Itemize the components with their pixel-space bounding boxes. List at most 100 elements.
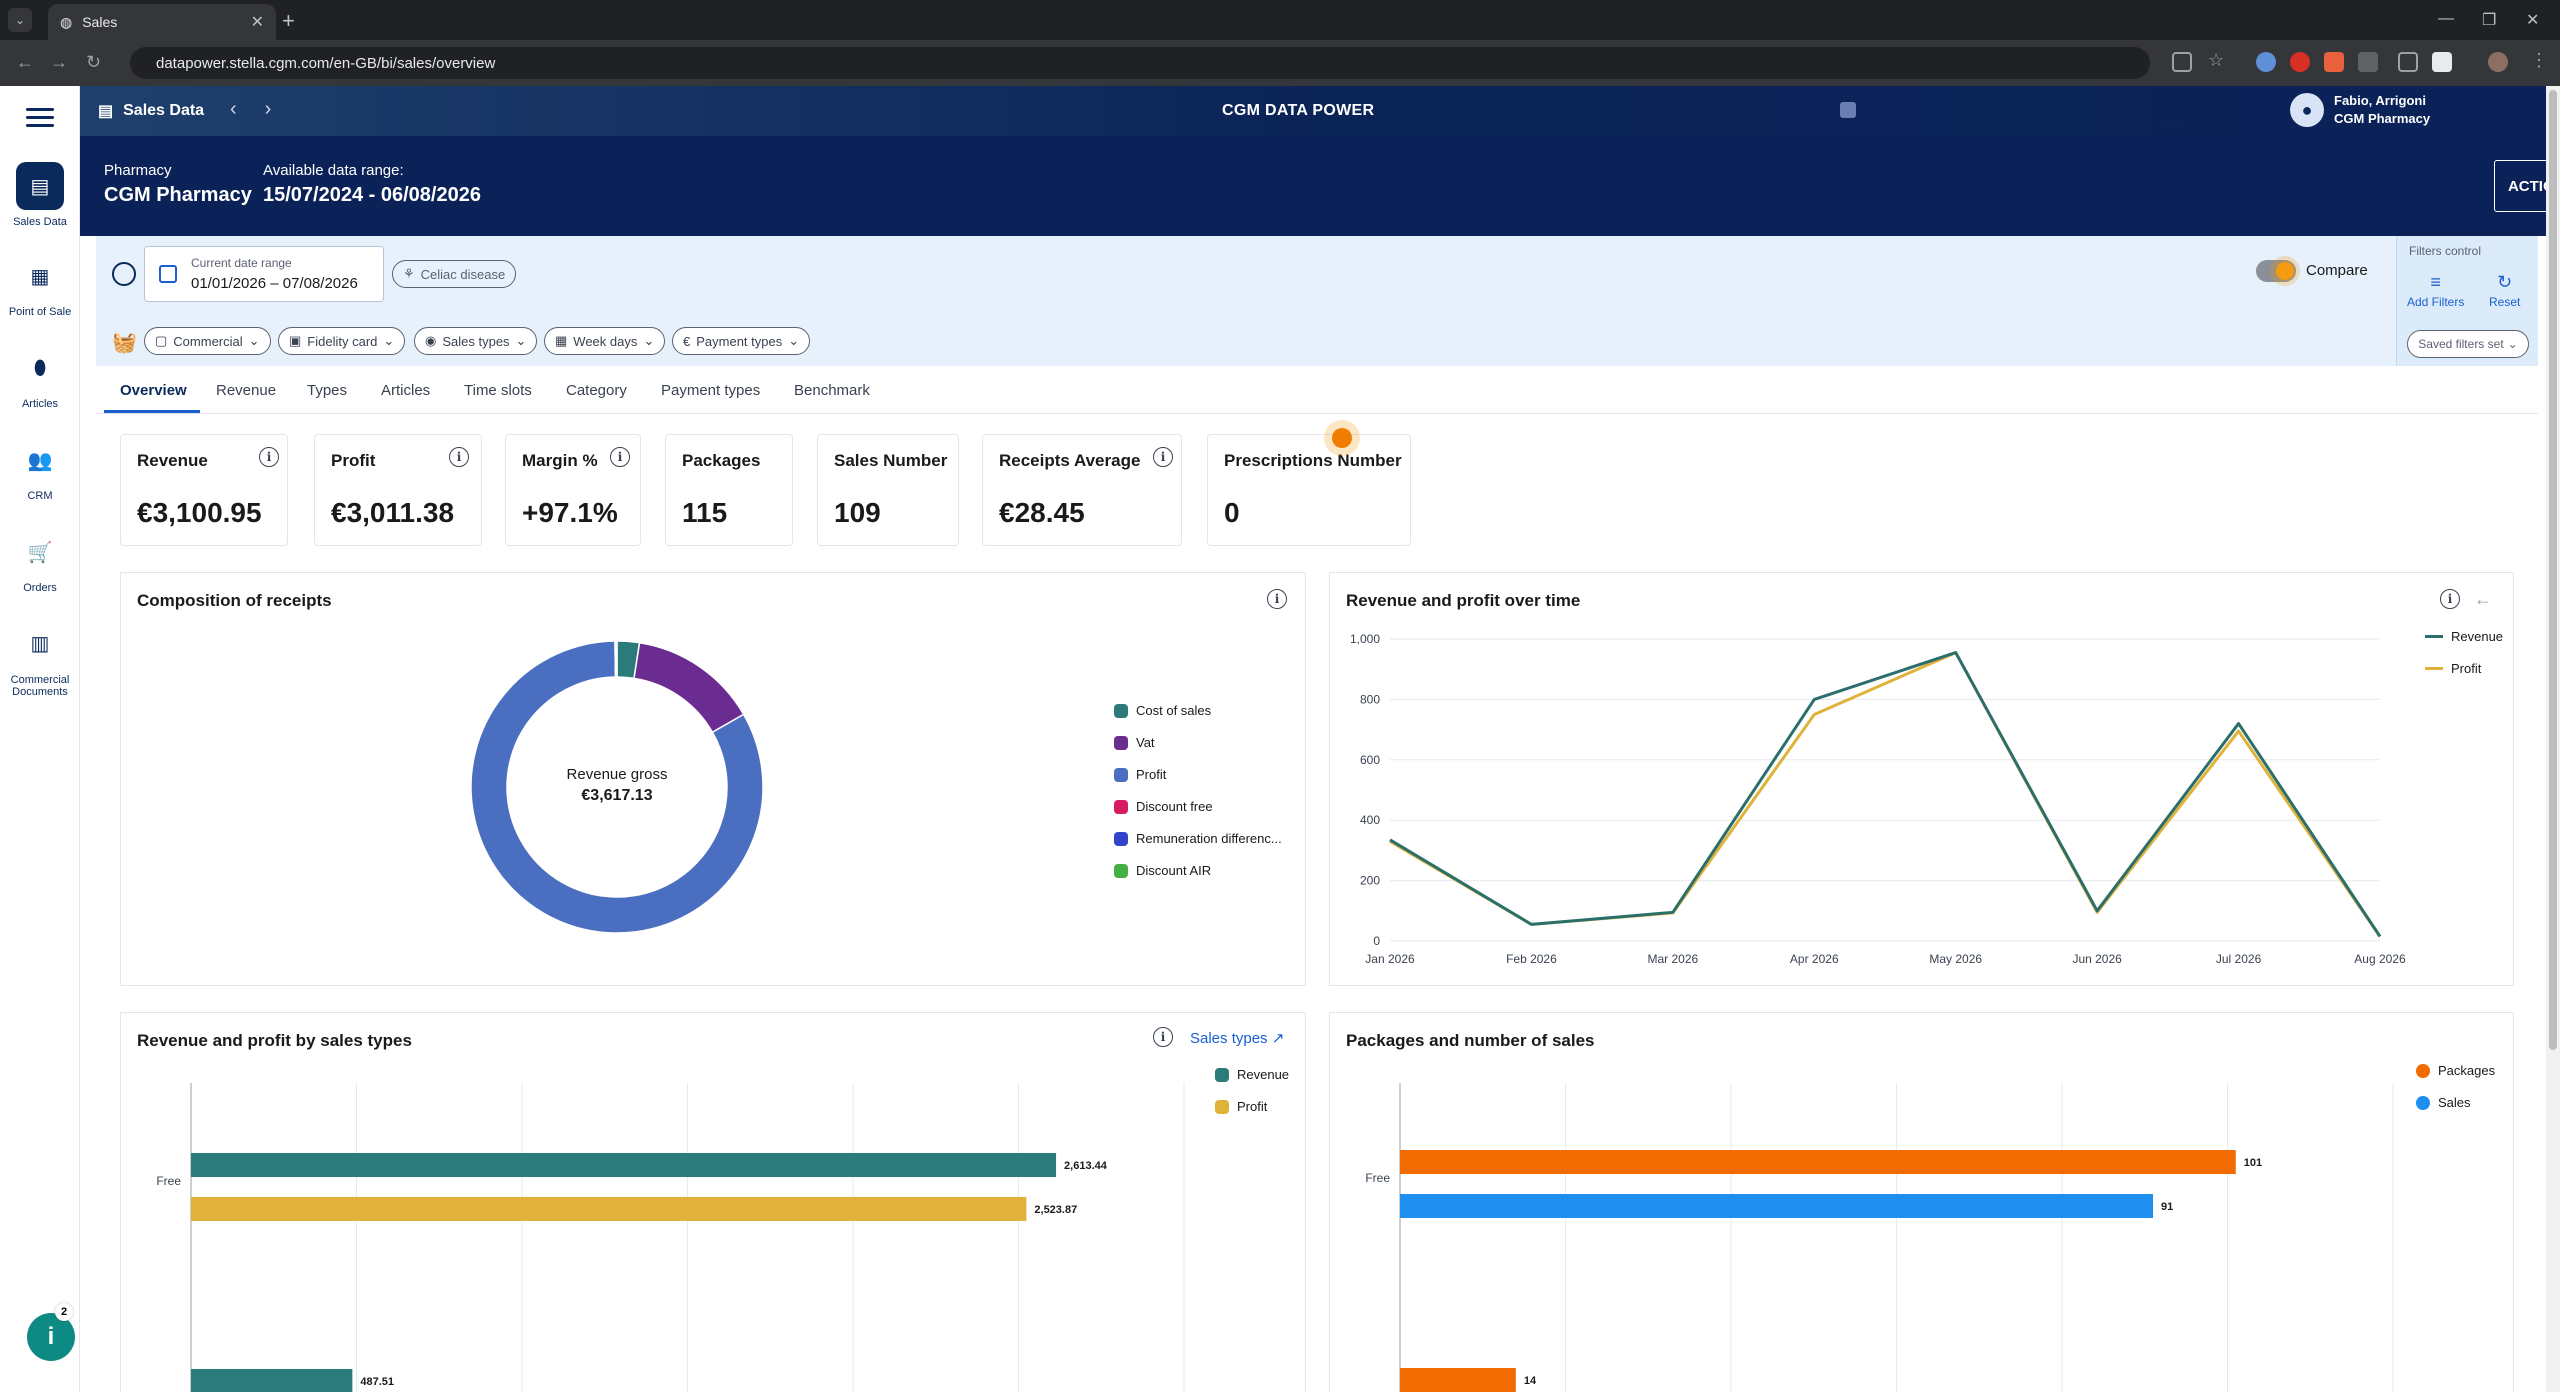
legend-item[interactable]: Remuneration differenc... bbox=[1114, 831, 1282, 846]
sales-types-filter-chip[interactable]: ◉ Sales types ⌄ bbox=[414, 327, 538, 355]
restore-icon[interactable]: ❐ bbox=[2482, 12, 2497, 29]
onboarding-hotspot[interactable] bbox=[1332, 428, 1352, 448]
kpi-label: Sales Number bbox=[834, 451, 948, 470]
bar-packages[interactable] bbox=[1400, 1150, 2236, 1174]
star-icon[interactable]: ☆ bbox=[2208, 50, 2225, 70]
info-square-icon[interactable] bbox=[1840, 102, 1856, 118]
tab-overview[interactable]: Overview bbox=[120, 382, 187, 399]
sidebar-item-crm[interactable]: 👥 CRM bbox=[0, 436, 80, 503]
sidebar-item-commercial-documents[interactable]: ▥ Commercial Documents bbox=[0, 620, 80, 698]
info-icon[interactable]: i bbox=[449, 447, 469, 467]
forward-icon[interactable]: → bbox=[50, 52, 68, 72]
legend-packages[interactable]: Packages bbox=[2416, 1063, 2495, 1078]
legend-item[interactable]: Cost of sales bbox=[1114, 703, 1211, 718]
tab-types[interactable]: Types bbox=[307, 382, 348, 399]
page-scrollbar[interactable] bbox=[2546, 86, 2560, 1392]
tab-benchmark[interactable]: Benchmark bbox=[794, 382, 870, 399]
adblock-icon[interactable] bbox=[2290, 52, 2310, 72]
back-icon[interactable]: ← bbox=[16, 52, 34, 72]
menu-icon[interactable] bbox=[26, 108, 54, 132]
calculator-icon: ▦ bbox=[30, 265, 50, 288]
tab-articles[interactable]: Articles bbox=[381, 382, 431, 399]
info-icon[interactable]: i bbox=[259, 447, 279, 467]
tab-payment-types[interactable]: Payment types bbox=[661, 382, 761, 399]
series-line-profit[interactable] bbox=[1389, 651, 2382, 938]
sales-types-link[interactable]: Sales types ↗ bbox=[1190, 1030, 1285, 1047]
extension-icon[interactable] bbox=[2256, 52, 2276, 72]
series-line-revenue[interactable] bbox=[1389, 651, 2382, 938]
minimize-icon[interactable]: — bbox=[2438, 10, 2454, 27]
donut-slice-profit[interactable] bbox=[470, 640, 764, 934]
payment-types-filter-chip[interactable]: € Payment types ⌄ bbox=[672, 327, 811, 355]
install-icon[interactable] bbox=[2172, 52, 2192, 72]
extension-icon[interactable] bbox=[2432, 52, 2452, 72]
scrollbar-thumb[interactable] bbox=[2549, 90, 2557, 1050]
bar-packages[interactable] bbox=[1400, 1368, 1516, 1392]
close-tab-icon[interactable]: ✕ bbox=[250, 14, 264, 31]
sidebar-item-orders[interactable]: 🛒 Orders bbox=[0, 528, 80, 595]
chevron-down-icon: ⌄ bbox=[643, 333, 655, 348]
chevron-down-icon: ⌄ bbox=[383, 333, 395, 348]
extensions-puzzle-icon[interactable] bbox=[2398, 52, 2418, 72]
tab-time-slots[interactable]: Time slots bbox=[464, 382, 532, 399]
next-icon[interactable]: › bbox=[264, 98, 300, 120]
date-range-picker[interactable]: Current date range 01/01/2026 – 07/08/20… bbox=[144, 246, 384, 302]
browser-menu-icon[interactable]: ⋮ bbox=[2530, 50, 2548, 70]
legend-item[interactable]: Vat bbox=[1114, 735, 1155, 750]
close-window-icon[interactable]: ✕ bbox=[2526, 12, 2540, 29]
back-arrow-icon[interactable]: ← bbox=[2474, 589, 2492, 609]
saved-filters-dropdown[interactable]: Saved filters set ⌄ bbox=[2407, 330, 2529, 358]
new-tab-icon[interactable]: + bbox=[282, 8, 295, 33]
tab-search-button[interactable]: ⌄ bbox=[8, 8, 32, 32]
info-icon[interactable]: i bbox=[610, 447, 630, 467]
legend-profit[interactable]: Profit bbox=[2425, 661, 2481, 676]
info-icon[interactable]: i bbox=[2440, 589, 2460, 609]
tab-revenue[interactable]: Revenue bbox=[216, 382, 277, 399]
user-menu[interactable]: ● Fabio, Arrigoni CGM Pharmacy bbox=[2290, 92, 2430, 128]
reload-icon[interactable]: ↻ bbox=[86, 52, 102, 72]
previous-icon[interactable]: ‹ bbox=[230, 98, 265, 120]
legend-swatch bbox=[1114, 863, 1128, 878]
bar-sales[interactable] bbox=[1400, 1194, 2154, 1218]
kpi-card-packages: Packages 115 bbox=[665, 434, 793, 546]
add-filters-button[interactable]: ≡ Add Filters bbox=[2407, 272, 2465, 309]
info-icon[interactable]: i bbox=[1153, 1027, 1173, 1047]
fidelity-card-filter-chip[interactable]: ▣ Fidelity card ⌄ bbox=[278, 327, 406, 355]
profile-icon[interactable] bbox=[2488, 52, 2508, 72]
compare-toggle[interactable] bbox=[2256, 260, 2296, 282]
app-title: CGM DATA POWER bbox=[1222, 102, 1375, 119]
info-icon[interactable]: i bbox=[1153, 447, 1173, 467]
legend-item[interactable]: Discount free bbox=[1114, 799, 1213, 814]
legend-item[interactable]: Discount AIR bbox=[1114, 863, 1211, 878]
browser-tab[interactable]: ◍ Sales ✕ bbox=[48, 4, 276, 40]
sidebar-item-sales-data[interactable]: ▤ Sales Data bbox=[0, 162, 80, 228]
extension-icon[interactable] bbox=[2324, 52, 2344, 72]
card-icon: ▣ bbox=[289, 333, 302, 348]
tab-category[interactable]: Category bbox=[566, 382, 627, 399]
sidebar-item-articles[interactable]: ⬮ Articles bbox=[0, 344, 80, 411]
help-button[interactable]: i bbox=[27, 1313, 75, 1361]
legend-item[interactable]: Profit bbox=[1114, 767, 1166, 782]
extension-icon[interactable] bbox=[2358, 52, 2378, 72]
legend-sales[interactable]: Sales bbox=[2416, 1095, 2471, 1110]
celiac-filter-chip[interactable]: ⚘ Celiac disease bbox=[392, 260, 517, 288]
bar-revenue[interactable] bbox=[191, 1153, 1057, 1177]
x-tick-label: Aug 2026 bbox=[2354, 952, 2406, 966]
legend-swatch bbox=[2425, 667, 2443, 670]
bar-profit[interactable] bbox=[191, 1197, 1027, 1221]
legend-label: Discount AIR bbox=[1136, 863, 1212, 878]
donut-slice-vat[interactable] bbox=[633, 641, 745, 734]
legend-revenue[interactable]: Revenue bbox=[2425, 629, 2503, 644]
address-input[interactable]: datapower.stella.cgm.com/en-GB/bi/sales/… bbox=[130, 47, 2150, 79]
week-days-filter-chip[interactable]: ▦ Week days ⌄ bbox=[544, 327, 666, 355]
legend-profit[interactable]: Profit bbox=[1215, 1099, 1267, 1114]
basket-icon: 🧺 bbox=[112, 332, 137, 354]
globe-icon[interactable] bbox=[112, 262, 136, 286]
donut-slice-remuneration-differenc-[interactable] bbox=[615, 640, 618, 678]
sidebar-item-point-of-sale[interactable]: ▦ Point of Sale bbox=[0, 252, 80, 319]
info-icon[interactable]: i bbox=[1267, 589, 1287, 609]
bar-revenue[interactable] bbox=[191, 1369, 353, 1392]
legend-revenue[interactable]: Revenue bbox=[1215, 1067, 1289, 1082]
reset-button[interactable]: ↻ Reset bbox=[2489, 272, 2521, 309]
commercial-filter-chip[interactable]: ▢ Commercial ⌄ bbox=[144, 327, 271, 355]
